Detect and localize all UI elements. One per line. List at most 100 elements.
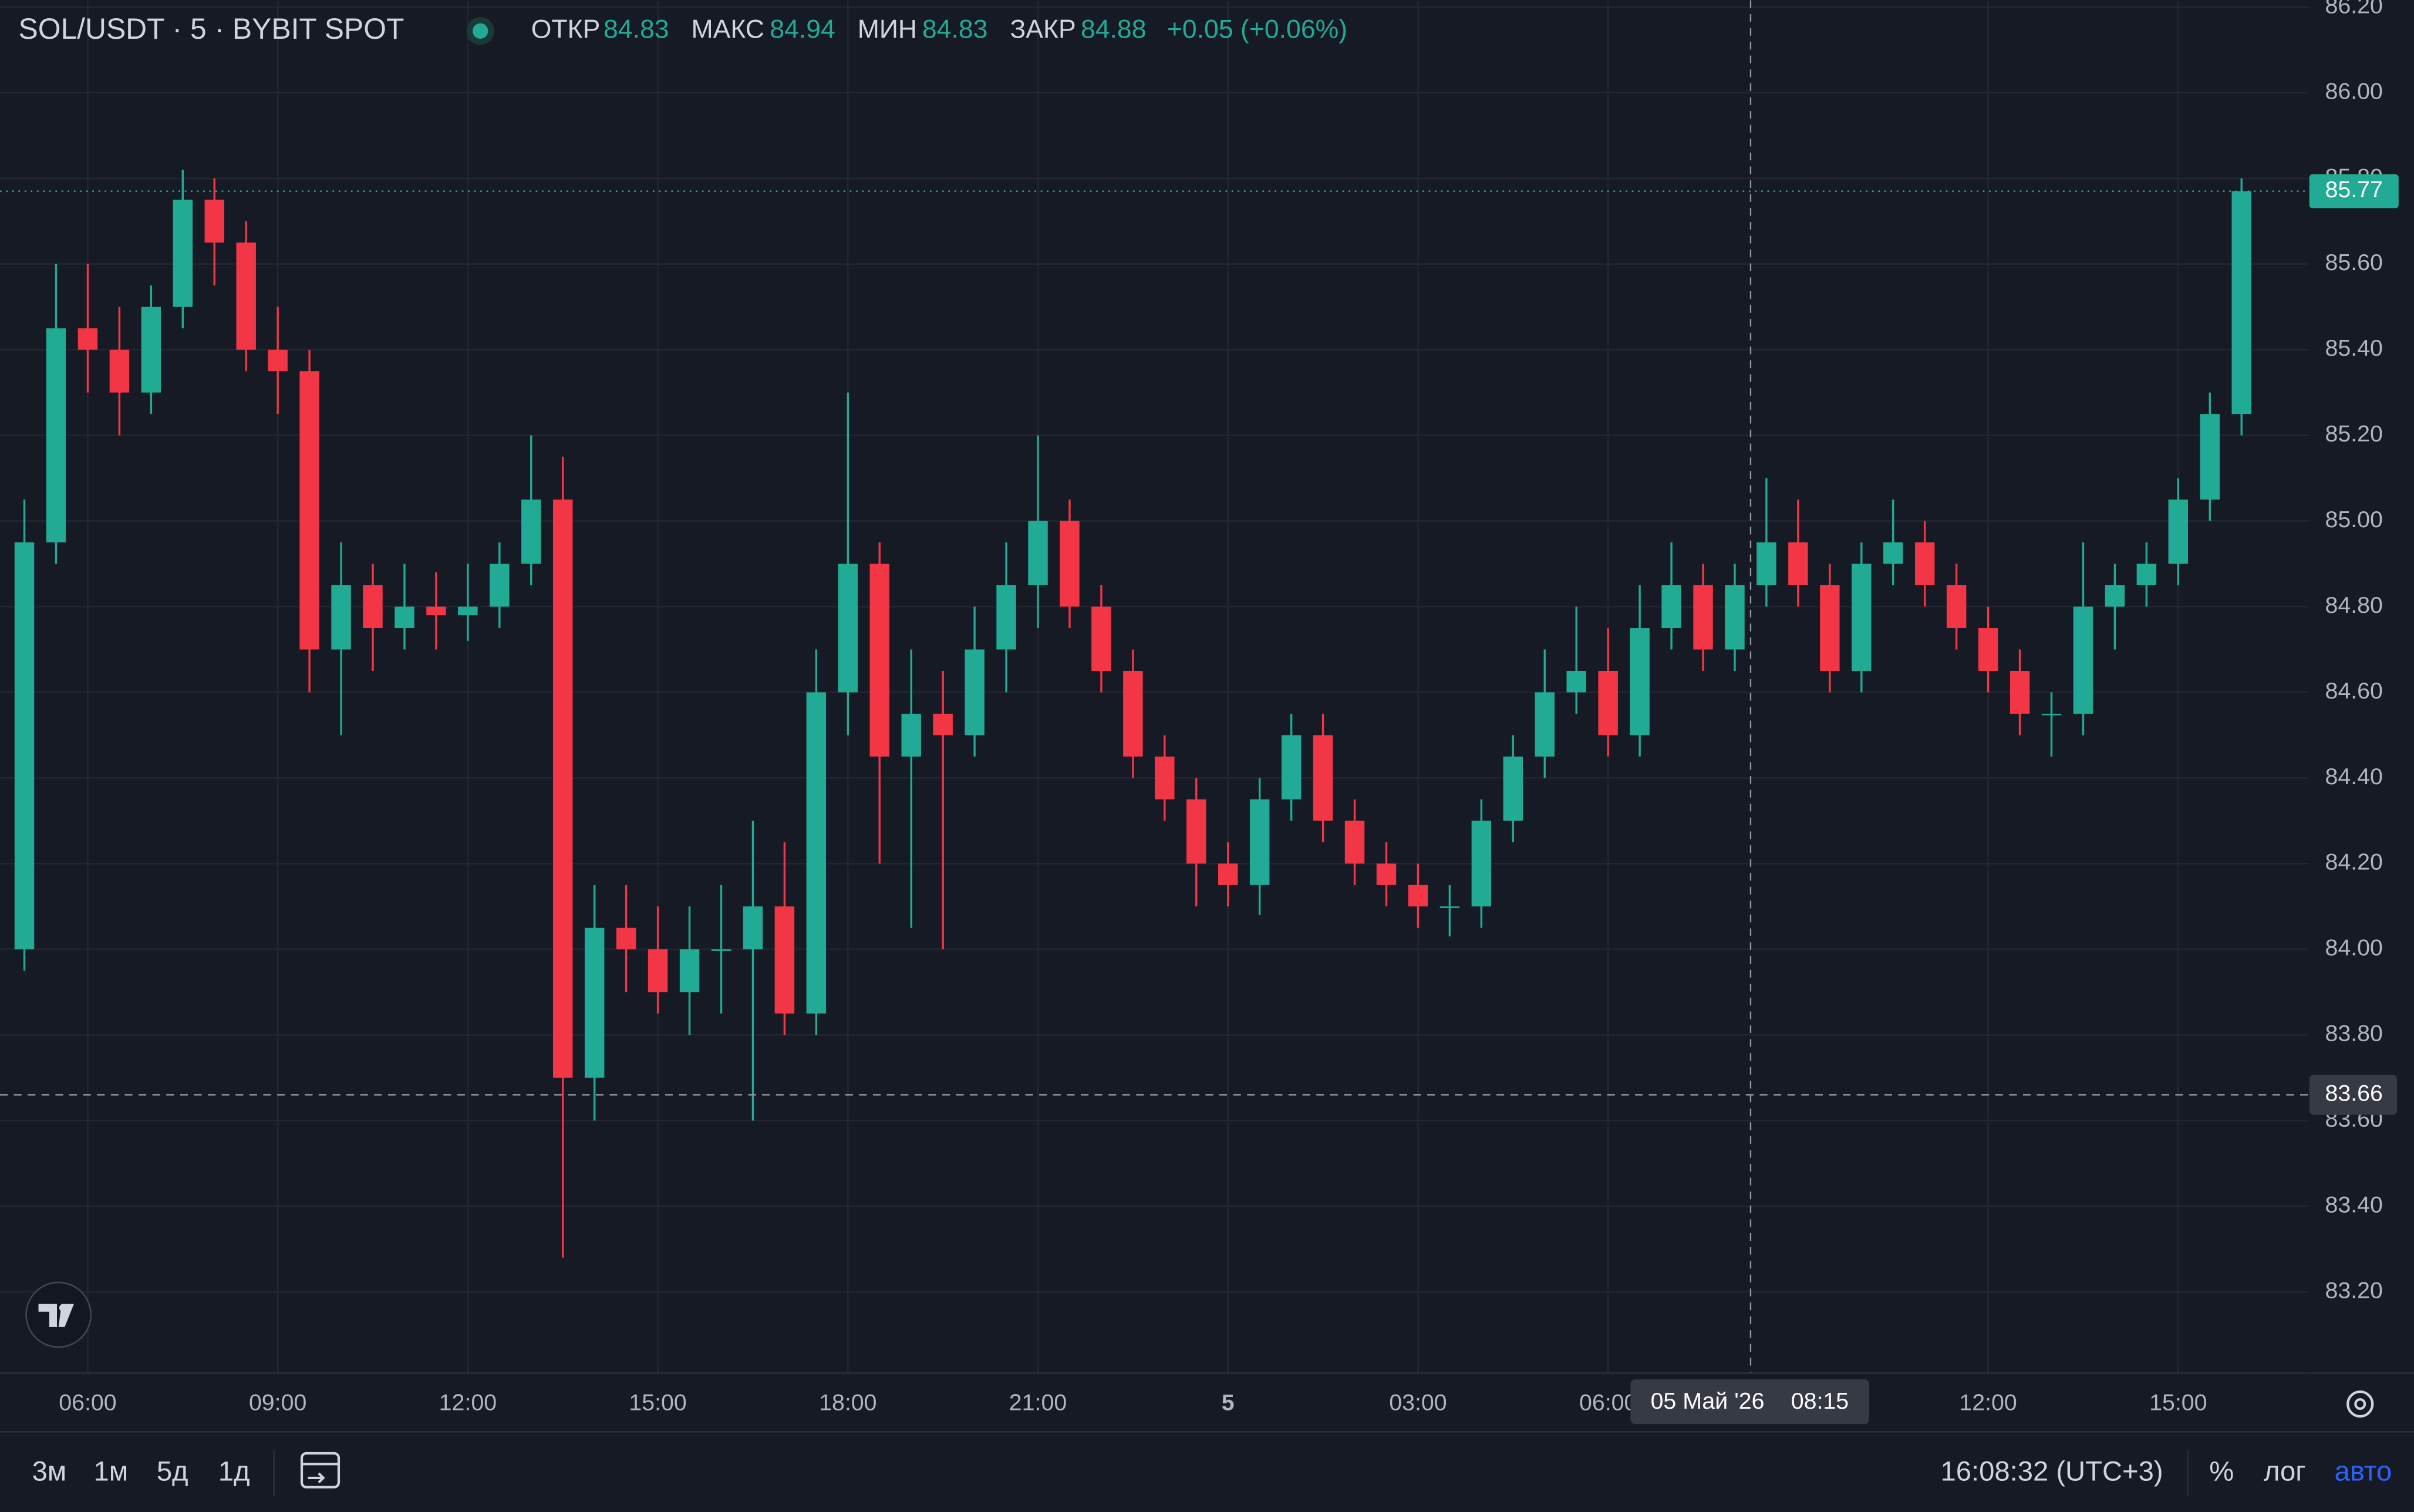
candle-body <box>395 606 414 629</box>
candle-body <box>1725 585 1745 650</box>
candle-body <box>331 585 351 650</box>
candle-body <box>1218 863 1238 885</box>
x-tick-label: 15:00 <box>629 1389 686 1415</box>
candle-body <box>1344 821 1365 864</box>
high-label: МАКС <box>691 15 764 44</box>
high-value: 84.94 <box>770 15 835 44</box>
range-button[interactable]: 3м <box>32 1456 67 1487</box>
low-label: МИН <box>858 15 917 44</box>
logo[interactable] <box>25 1281 92 1348</box>
candle-body <box>2200 414 2220 500</box>
candle-body <box>1281 735 1302 799</box>
clock[interactable]: 16:08:32 (UTC+3) <box>1941 1456 2163 1487</box>
candle-body <box>458 606 478 616</box>
open-label: ОТКР <box>531 15 601 44</box>
candle-body <box>1439 906 1460 908</box>
candle-body <box>1249 799 1270 885</box>
candle-body <box>1503 756 1523 821</box>
candle-body <box>1313 735 1333 821</box>
range-button[interactable]: 1д <box>218 1456 250 1487</box>
range-button[interactable]: 5д <box>157 1456 188 1487</box>
candle-body <box>1186 799 1206 864</box>
candle-body <box>711 949 731 951</box>
candle-body <box>1598 670 1618 735</box>
candle-body <box>173 200 193 307</box>
low-value: 84.83 <box>922 15 988 44</box>
crosshair-time-tag <box>1630 1379 1869 1425</box>
auto-toggle[interactable]: авто <box>2335 1456 2392 1487</box>
x-tick-label: 12:00 <box>1959 1389 2017 1415</box>
y-tick-label: 85.20 <box>2325 421 2383 447</box>
x-tick-label: 15:00 <box>2149 1389 2207 1415</box>
candle-body <box>838 563 858 693</box>
candle-body <box>774 906 795 1014</box>
candle-body <box>1978 628 1998 671</box>
range-button[interactable]: 1м <box>93 1456 128 1487</box>
candle-body <box>2136 563 2157 586</box>
candle-body <box>426 606 446 616</box>
candle-body <box>2073 606 2093 714</box>
percent-toggle[interactable]: % <box>2209 1456 2234 1487</box>
y-tick-label: 83.40 <box>2325 1192 2383 1217</box>
candle-body <box>933 713 953 735</box>
candle-body <box>77 328 98 350</box>
candle-body <box>1788 542 1808 586</box>
x-tick-label: 06:00 <box>59 1389 116 1415</box>
x-tick-label: 06:00 <box>1579 1389 1637 1415</box>
candle-body <box>869 563 889 757</box>
candle-body <box>2231 191 2251 414</box>
candle-body <box>806 692 827 1014</box>
goto-date-icon[interactable] <box>300 1452 340 1489</box>
candle-body <box>648 949 668 993</box>
x-tick-label: 5 <box>1222 1389 1235 1415</box>
y-tick-label: 83.20 <box>2325 1277 2383 1303</box>
open-value: 84.83 <box>604 15 669 44</box>
candle-body <box>584 927 605 1078</box>
candle-body <box>490 563 510 607</box>
candle-body <box>109 349 130 393</box>
candle-body <box>743 906 763 950</box>
settings-icon-center <box>2354 1398 2366 1410</box>
candle-body <box>1693 585 1713 650</box>
candle-body <box>1852 563 1872 671</box>
candle-body <box>1661 585 1681 629</box>
candle-body <box>616 927 636 950</box>
settings-icon[interactable] <box>2346 1390 2374 1418</box>
candle-body <box>1756 542 1776 586</box>
candle-body <box>1408 885 1428 907</box>
close-value: 84.88 <box>1081 15 1147 44</box>
log-toggle[interactable]: лог <box>2264 1456 2306 1487</box>
candle-body <box>2105 585 2125 607</box>
y-tick-label: 86.00 <box>2325 78 2383 104</box>
y-tick-label: 86.20 <box>2325 0 2383 18</box>
y-tick-label: 83.80 <box>2325 1021 2383 1047</box>
x-tick-label: 12:00 <box>439 1389 497 1415</box>
symbol-title[interactable]: SOL/USDT · 5 · BYBIT SPOT <box>18 12 404 45</box>
candle-body <box>141 306 161 393</box>
y-tick-label: 85.40 <box>2325 335 2383 361</box>
y-tick-label: 84.00 <box>2325 935 2383 961</box>
y-tick-label: 85.00 <box>2325 507 2383 532</box>
candle-body <box>236 242 256 350</box>
candle-body <box>1946 585 1967 629</box>
status-dot <box>473 23 488 39</box>
y-tick-label: 84.20 <box>2325 849 2383 875</box>
candle-body <box>299 371 319 650</box>
candle-body <box>965 649 985 735</box>
candle-body <box>2041 713 2062 716</box>
candle-body <box>679 949 700 993</box>
candle-body <box>363 585 383 629</box>
goto-date-arrow <box>308 1472 325 1484</box>
change-value: +0.05 (+0.06%) <box>1167 15 1347 44</box>
candle-body <box>46 328 66 543</box>
close-label: ЗАКР <box>1010 15 1075 44</box>
crosshair-price-label: 83.66 <box>2325 1081 2383 1106</box>
candle-body <box>1028 521 1048 586</box>
candle-body <box>204 200 224 243</box>
y-tick-label: 84.60 <box>2325 678 2383 704</box>
x-tick-label: 09:00 <box>249 1389 306 1415</box>
candle-body <box>14 542 35 950</box>
last-price-label: 85.77 <box>2325 177 2383 203</box>
y-tick-label: 85.60 <box>2325 249 2383 275</box>
